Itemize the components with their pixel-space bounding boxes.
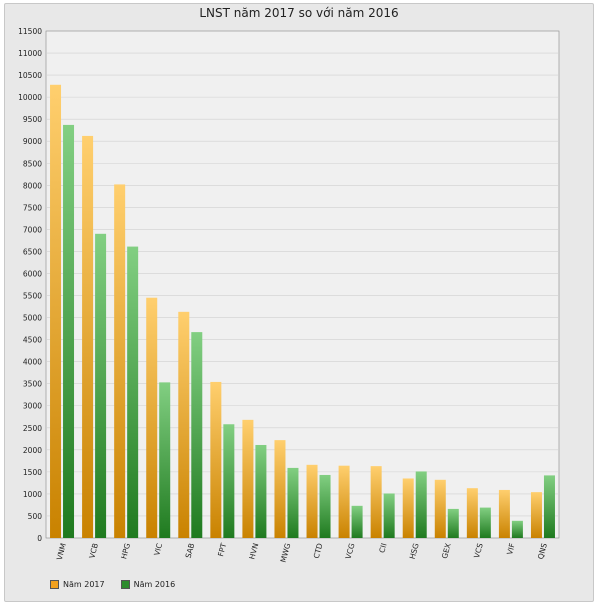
x-tick-label: HSG bbox=[408, 542, 421, 560]
y-tick-label: 8000 bbox=[23, 181, 42, 190]
y-tick-label: 9500 bbox=[23, 115, 42, 124]
x-tick-label: SAB bbox=[184, 542, 197, 559]
x-axis: VNM VCB HPG VIC SAB FPT HVN MWG CTD VCG CII HSG GEX V… bbox=[55, 542, 549, 564]
bar-vcb-2017[interactable] bbox=[82, 135, 94, 539]
bar-qns-2017[interactable] bbox=[530, 492, 542, 538]
bar-vcg-2016[interactable] bbox=[351, 505, 363, 538]
x-tick-label: HVN bbox=[247, 542, 260, 560]
bars bbox=[50, 84, 555, 539]
y-tick-label: 9000 bbox=[23, 137, 42, 146]
bar-cii-2017[interactable] bbox=[370, 466, 382, 538]
y-tick-label: 2000 bbox=[23, 446, 42, 455]
bar-gex-2016[interactable] bbox=[447, 508, 459, 538]
x-tick-label: QNS bbox=[536, 542, 549, 560]
y-tick-label: 10000 bbox=[18, 93, 42, 102]
y-tick-label: 7500 bbox=[23, 203, 42, 212]
x-tick-label: VCG bbox=[344, 542, 357, 560]
bar-hvn-2017[interactable] bbox=[242, 419, 254, 538]
y-tick-label: 4500 bbox=[23, 336, 42, 345]
x-tick-label: FPT bbox=[216, 542, 228, 558]
x-tick-label: VCS bbox=[472, 542, 485, 559]
legend-label-2017: Năm 2017 bbox=[63, 580, 105, 589]
legend: Năm 2017 Năm 2016 bbox=[50, 580, 175, 589]
bar-mwg-2016[interactable] bbox=[287, 467, 299, 538]
bar-qns-2016[interactable] bbox=[543, 475, 555, 538]
y-tick-label: 2500 bbox=[23, 424, 42, 433]
legend-item-2016[interactable]: Năm 2016 bbox=[120, 580, 176, 589]
y-tick-label: 11500 bbox=[18, 27, 42, 36]
x-tick-label: CTD bbox=[312, 542, 325, 560]
x-tick-label: VIF bbox=[505, 542, 517, 556]
bar-vcs-2017[interactable] bbox=[466, 488, 478, 538]
x-tick-label: HPG bbox=[119, 542, 132, 560]
legend-swatch-2017 bbox=[50, 580, 59, 589]
bar-hsg-2017[interactable] bbox=[402, 478, 414, 538]
bar-fpt-2017[interactable] bbox=[210, 381, 222, 538]
y-tick-label: 4000 bbox=[23, 358, 42, 367]
y-tick-label: 3500 bbox=[23, 380, 42, 389]
x-tick-label: VIC bbox=[152, 542, 164, 556]
y-tick-label: 8500 bbox=[23, 159, 42, 168]
y-axis: 0 500 1000 1500 2000 2500 3000 3500 4000 4500 5000… bbox=[18, 27, 42, 543]
bar-cii-2016[interactable] bbox=[383, 493, 395, 538]
x-tick-label: VCB bbox=[87, 542, 100, 559]
bar-hsg-2016[interactable] bbox=[415, 471, 427, 538]
x-tick-label: CII bbox=[377, 542, 388, 554]
chart-title: LNST năm 2017 so với năm 2016 bbox=[199, 6, 399, 20]
y-tick-label: 6000 bbox=[23, 269, 42, 278]
legend-label-2016: Năm 2016 bbox=[133, 580, 176, 589]
bar-hpg-2016[interactable] bbox=[127, 246, 139, 539]
bar-vic-2017[interactable] bbox=[146, 297, 158, 538]
bar-fpt-2016[interactable] bbox=[223, 424, 235, 538]
bar-gex-2017[interactable] bbox=[434, 479, 446, 538]
bar-sab-2016[interactable] bbox=[191, 332, 203, 538]
y-tick-label: 1500 bbox=[23, 468, 42, 477]
bar-vcb-2016[interactable] bbox=[95, 233, 107, 539]
x-tick-label: GEX bbox=[440, 542, 453, 559]
bar-vcs-2016[interactable] bbox=[479, 507, 491, 538]
bar-ctd-2017[interactable] bbox=[306, 464, 318, 538]
bar-hpg-2017[interactable] bbox=[114, 184, 126, 538]
y-tick-label: 7000 bbox=[23, 225, 42, 234]
x-tick-label: VNM bbox=[55, 542, 68, 561]
y-tick-label: 500 bbox=[28, 512, 43, 521]
bar-mwg-2017[interactable] bbox=[274, 440, 286, 538]
legend-swatch-2016 bbox=[120, 580, 130, 589]
y-tick-label: 1000 bbox=[23, 490, 42, 499]
bar-vnm-2017[interactable] bbox=[50, 84, 62, 539]
y-tick-label: 5500 bbox=[23, 292, 42, 301]
y-tick-label: 3000 bbox=[23, 402, 42, 411]
x-tick-label: MWG bbox=[279, 542, 293, 564]
legend-item-2017[interactable]: Năm 2017 bbox=[50, 580, 105, 589]
bar-ctd-2016[interactable] bbox=[319, 474, 331, 538]
y-tick-label: 6500 bbox=[23, 247, 42, 256]
bar-vif-2016[interactable] bbox=[511, 520, 523, 538]
bar-vnm-2016[interactable] bbox=[63, 124, 75, 539]
y-tick-label: 11000 bbox=[18, 49, 42, 58]
bar-vif-2017[interactable] bbox=[498, 489, 510, 538]
bar-vcg-2017[interactable] bbox=[338, 465, 350, 538]
y-tick-label: 0 bbox=[37, 534, 42, 543]
bar-hvn-2016[interactable] bbox=[255, 444, 267, 538]
bar-sab-2017[interactable] bbox=[178, 311, 190, 538]
y-tick-label: 5000 bbox=[23, 314, 42, 323]
bar-vic-2016[interactable] bbox=[159, 382, 171, 538]
y-tick-label: 10500 bbox=[18, 71, 42, 80]
